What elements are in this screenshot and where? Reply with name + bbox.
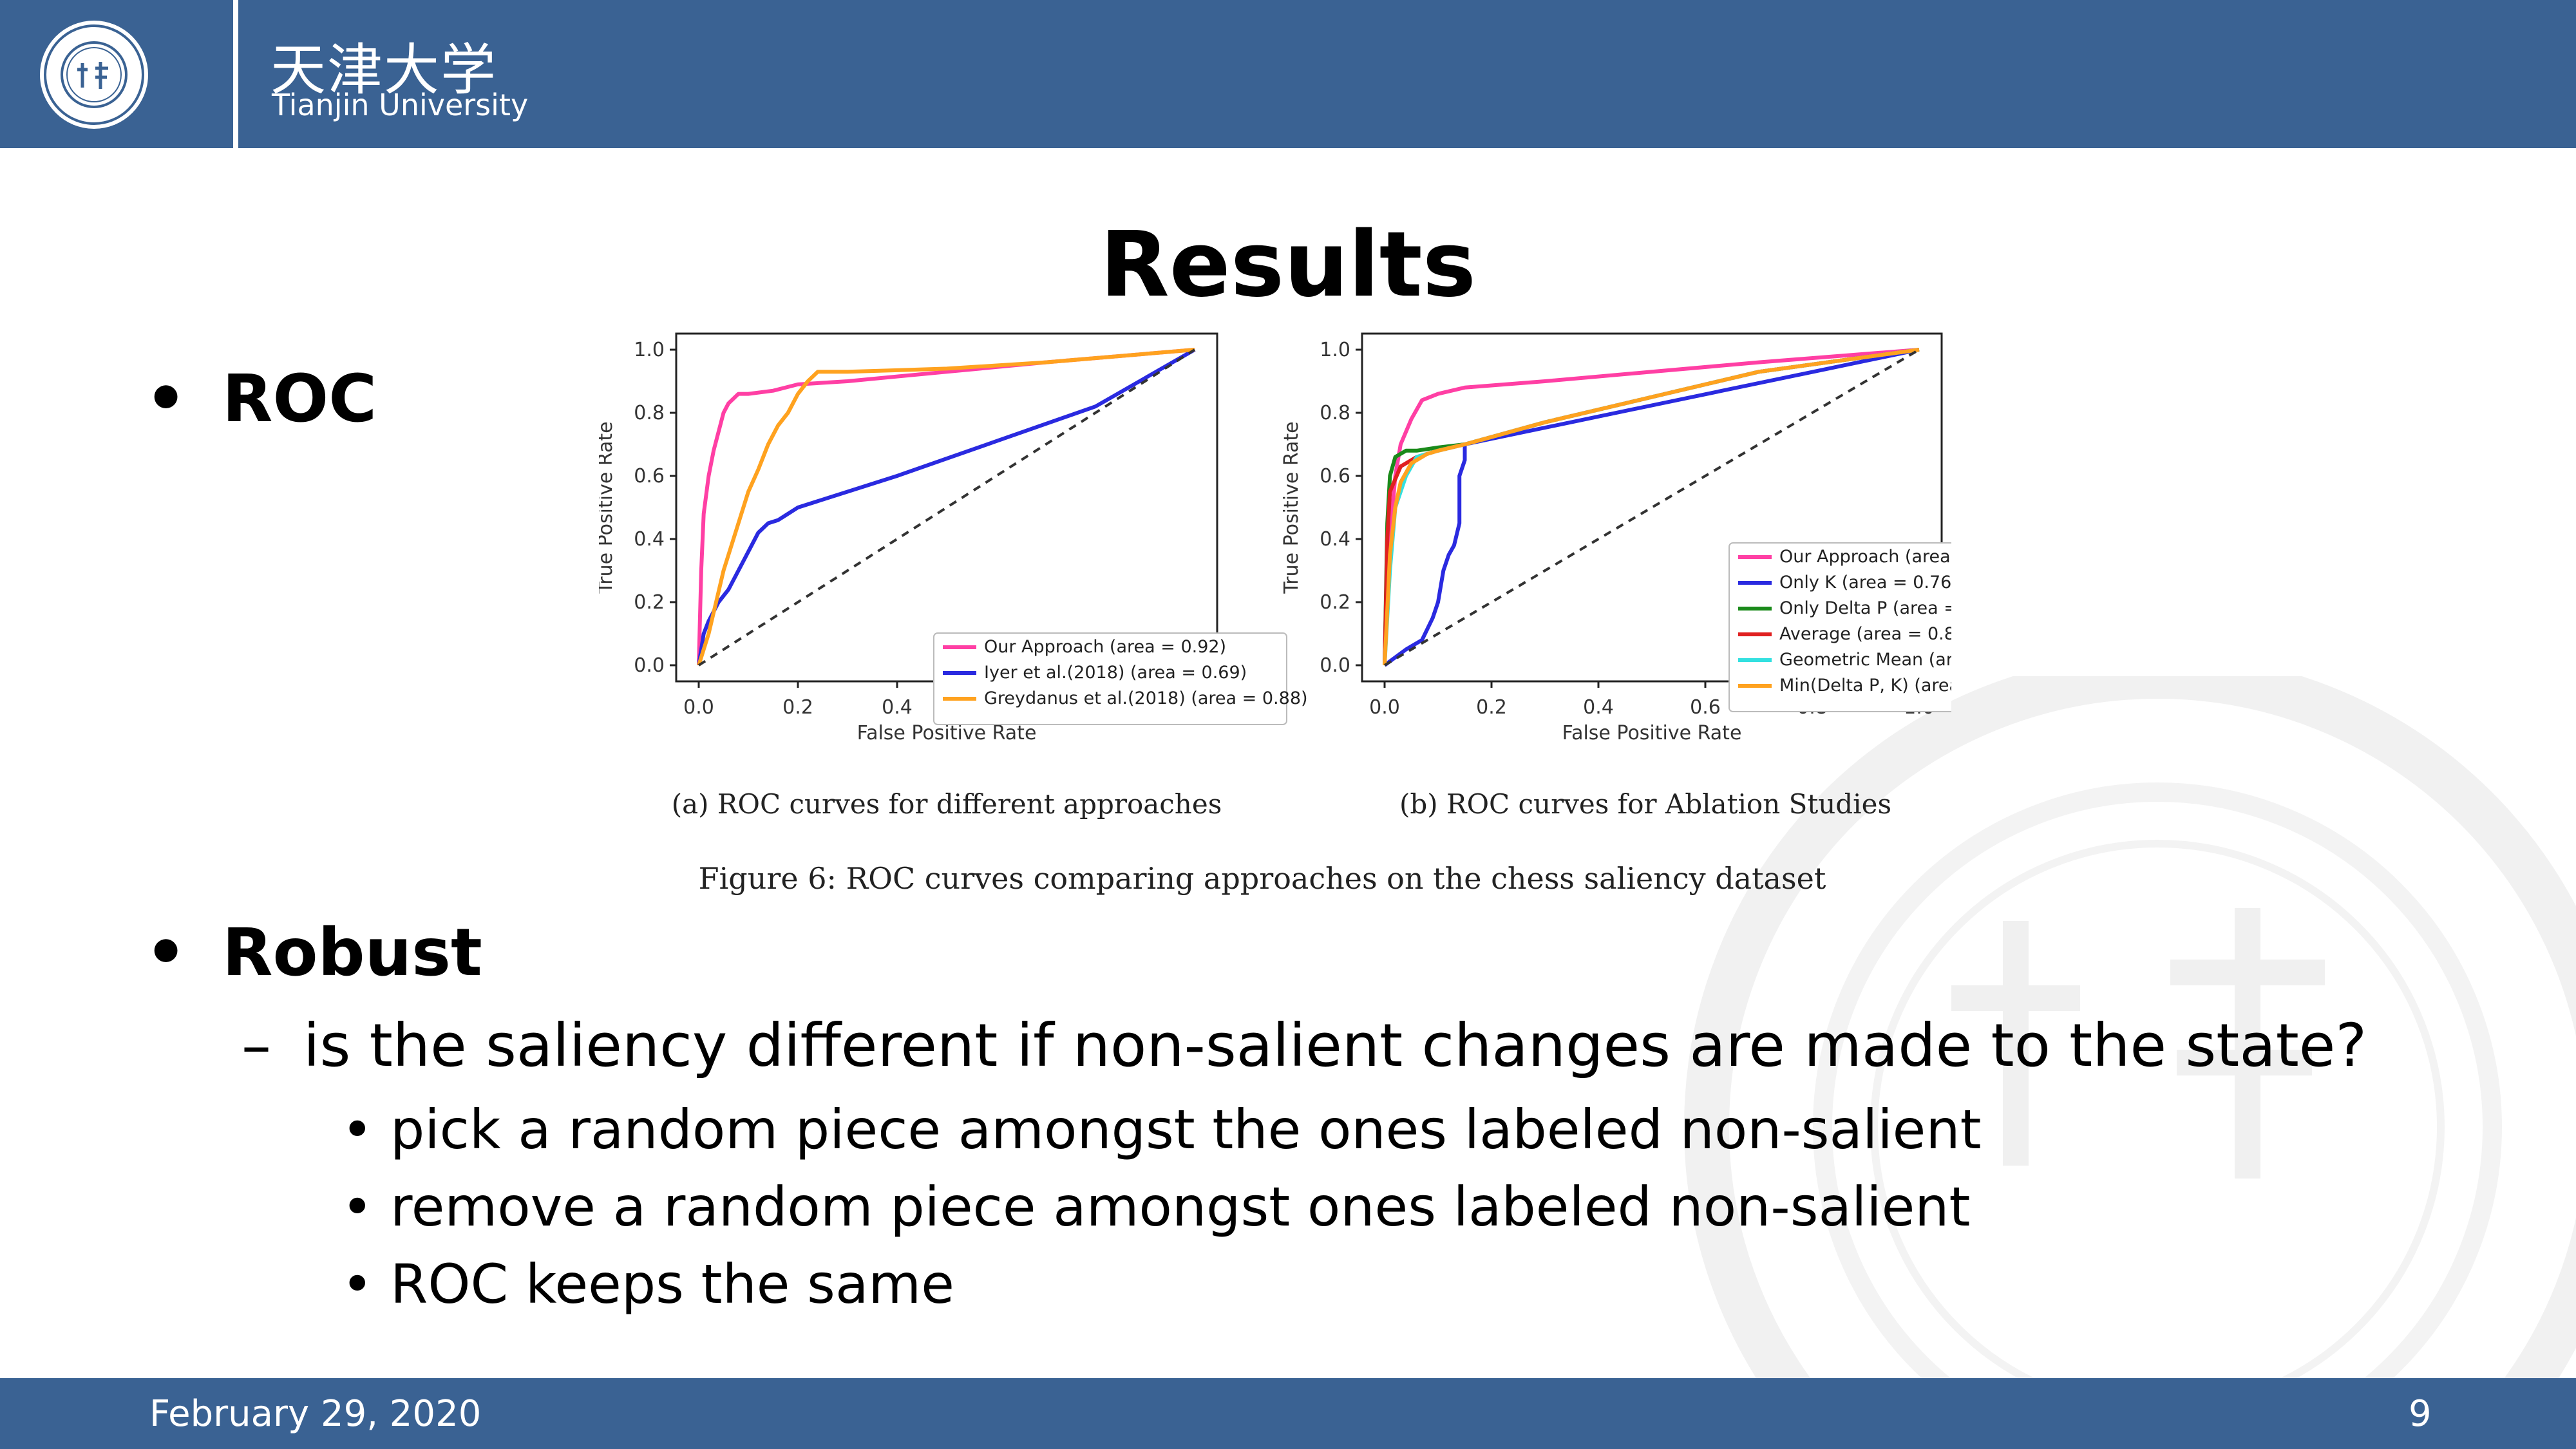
- chart-subtitle: (a) ROC curves for different approaches: [672, 788, 1222, 820]
- roc-chart-b: 0.00.20.40.60.81.00.00.20.40.60.81.0Fals…: [1280, 332, 1951, 820]
- series-line: [1383, 348, 1920, 667]
- x-tick-label: 0.2: [1476, 696, 1507, 719]
- x-tick-label: 0.2: [782, 696, 813, 719]
- university-name-cn: 天津大学: [270, 38, 497, 102]
- legend-box: [1728, 542, 1951, 712]
- university-name-en: Tianjin University: [272, 88, 529, 122]
- legend-box: [933, 632, 1287, 725]
- legend-entry: Only Delta P (area = 0.82): [1779, 598, 1951, 618]
- bullet-roc-label: ROC: [222, 361, 377, 437]
- header-divider: [233, 0, 238, 148]
- x-tick-label: 0.4: [882, 696, 913, 719]
- legend-entry: Geometric Mean (area = 0.81): [1779, 650, 1951, 670]
- header-bar: 天津大学 Tianjin University: [0, 0, 2576, 148]
- y-tick-label: 0.6: [634, 465, 665, 488]
- figure-caption: Figure 6: ROC curves comparing approache…: [699, 861, 1826, 896]
- roc-chart-a: 0.00.20.40.60.81.00.00.20.40.60.81.0Fals…: [599, 332, 1308, 820]
- y-tick-label: 0.6: [1320, 465, 1350, 488]
- series-line: [1383, 348, 1920, 666]
- x-axis-label: False Positive Rate: [857, 722, 1037, 744]
- x-tick-label: 0.4: [1583, 696, 1614, 719]
- x-tick-label: 0.0: [683, 696, 714, 719]
- y-axis-label: True Positive Rate: [1280, 421, 1303, 594]
- series-line: [697, 348, 1195, 666]
- chance-diagonal-line: [1383, 348, 1920, 667]
- footer-date: February 29, 2020: [149, 1393, 482, 1435]
- y-tick-label: 0.8: [634, 402, 665, 424]
- footer-bar: [0, 1378, 2576, 1449]
- sub-sub-bullet-text: remove a random piece amongst ones label…: [390, 1175, 1971, 1238]
- plot-frame: [1361, 332, 1943, 683]
- legend-entry: Our Approach (area = 0.92): [984, 637, 1226, 657]
- y-tick-label: 0.0: [1320, 654, 1350, 677]
- y-tick-label: 1.0: [634, 339, 665, 361]
- series-line: [697, 348, 1195, 666]
- sub-sub-bullet: • ROC keeps the same: [341, 1253, 954, 1316]
- legend-entry: Iyer et al.(2018) (area = 0.69): [984, 663, 1247, 683]
- series-line: [1383, 348, 1920, 666]
- y-axis-label: True Positive Rate: [599, 421, 617, 594]
- slide-title: Results: [1100, 213, 1476, 317]
- chance-diagonal-line: [697, 348, 1196, 667]
- bullet-robust-label: Robust: [222, 914, 482, 991]
- bullet-robust: • Robust: [145, 914, 482, 991]
- y-tick-label: 0.2: [634, 591, 665, 614]
- sub-sub-bullet-text: ROC keeps the same: [390, 1253, 954, 1316]
- y-tick-label: 0.4: [1320, 528, 1350, 551]
- x-tick-label: 0.0: [1369, 696, 1400, 719]
- sub-bullet: – is the saliency different if non-salien…: [242, 1011, 2367, 1080]
- y-tick-label: 1.0: [1320, 339, 1350, 361]
- y-tick-label: 0.4: [634, 528, 665, 551]
- sub-sub-bullet: • remove a random piece amongst ones labe…: [341, 1175, 1971, 1238]
- legend-entry: Min(Delta P, K) (area = 0.81): [1779, 676, 1951, 696]
- x-tick-label: 0.6: [1690, 696, 1721, 719]
- y-tick-label: 0.0: [634, 654, 665, 677]
- sub-sub-bullet-text: pick a random piece amongst the ones lab…: [390, 1098, 1982, 1161]
- plot-frame: [675, 332, 1218, 683]
- page-number: 9: [2409, 1393, 2432, 1435]
- sub-bullet-text: is the saliency different if non-salient…: [303, 1011, 2367, 1080]
- legend-entry: Our Approach (area = 0.92): [1779, 547, 1951, 567]
- legend-entry: Average (area = 0.81): [1779, 624, 1951, 644]
- bullet-roc: • ROC: [145, 361, 377, 437]
- roc-figure: 0.0 0.2 0.4 0.6 0.8 1.0 0.0 0.2 0.4 0.6 0.8 1.0 Fals…: [599, 332, 1951, 896]
- university-seal-icon: [40, 21, 148, 129]
- legend-entry: Only K (area = 0.76): [1779, 573, 1951, 592]
- chart-subtitle: (b) ROC curves for Ablation Studies: [1399, 788, 1891, 820]
- x-axis-label: False Positive Rate: [1562, 722, 1742, 744]
- y-tick-label: 0.8: [1320, 402, 1350, 424]
- sub-sub-bullet: • pick a random piece amongst the ones la…: [341, 1098, 1982, 1161]
- y-tick-label: 0.2: [1320, 591, 1350, 614]
- watermark-seal-icon: [1684, 676, 2576, 1423]
- legend-entry: Greydanus et al.(2018) (area = 0.88): [984, 688, 1308, 708]
